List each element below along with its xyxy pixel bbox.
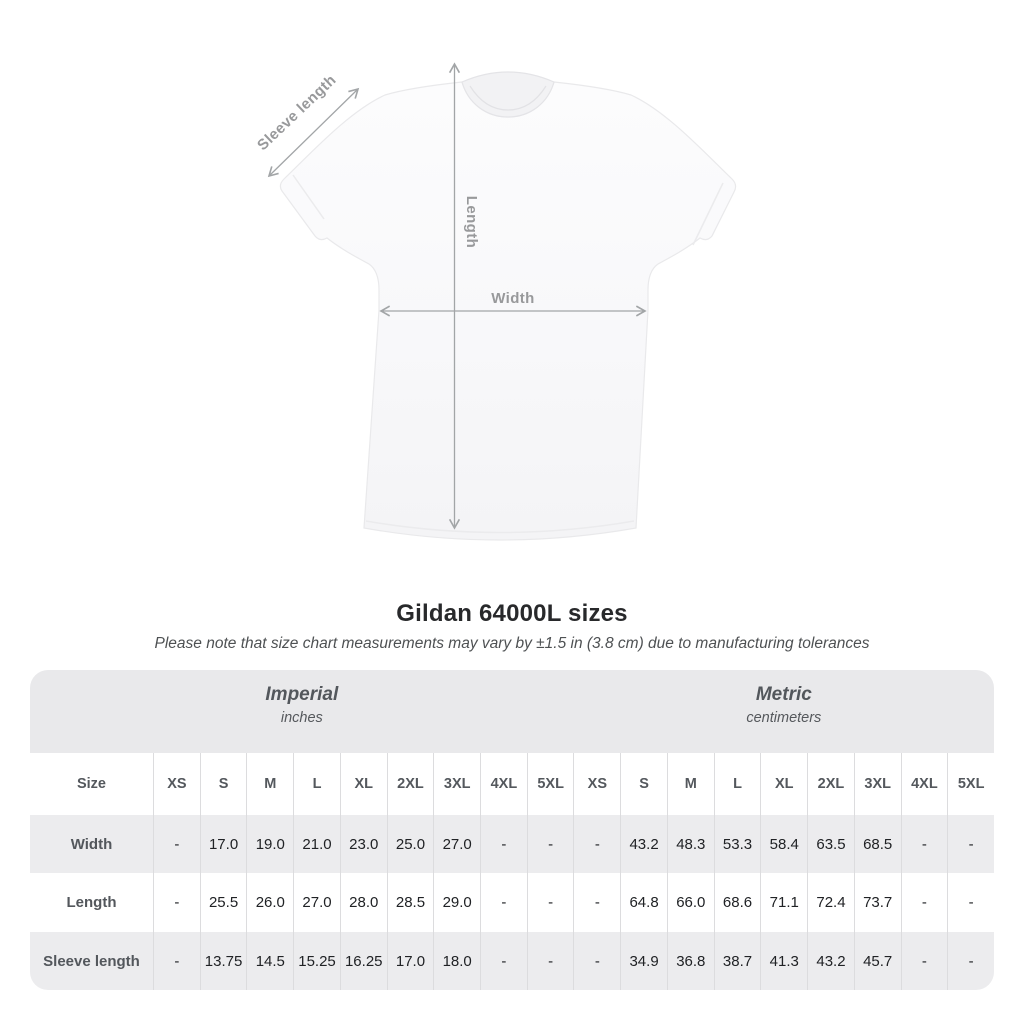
value-cell: -	[480, 873, 527, 932]
value-cell: -	[153, 873, 200, 932]
value-cell: 13.75	[199, 932, 247, 990]
value-cell: 34.9	[620, 932, 667, 990]
value-cell: 41.3	[760, 932, 807, 990]
value-cell: 23.0	[339, 815, 387, 873]
value-cell: 64.8	[620, 873, 667, 932]
centimeters-label: centimeters	[746, 710, 822, 726]
col-header: 5XL	[526, 753, 574, 815]
value-cell: 43.2	[807, 932, 854, 990]
value-cell: 15.25	[293, 932, 340, 990]
value-cell: 72.4	[807, 873, 854, 932]
sleeve-length-arrow	[267, 87, 360, 178]
value-cell: -	[480, 932, 527, 990]
value-cell: -	[947, 815, 994, 873]
value-cell: 68.6	[713, 873, 761, 932]
col-header: 3XL	[433, 753, 480, 815]
value-cell: 36.8	[666, 932, 714, 990]
col-header: 2XL	[807, 753, 854, 815]
value-cell: -	[526, 873, 574, 932]
metric-label: Metric	[755, 684, 812, 705]
value-cell: -	[900, 932, 948, 990]
value-cell: 71.1	[760, 873, 807, 932]
value-cell: -	[480, 815, 527, 873]
measurement-arrows	[267, 62, 647, 530]
col-header: XL	[760, 753, 807, 815]
value-cell: 66.0	[666, 873, 714, 932]
value-cell: 63.5	[807, 815, 854, 873]
col-header: M	[246, 753, 293, 815]
value-cell: 53.3	[713, 815, 761, 873]
page-title: Gildan 64000L sizes	[396, 600, 628, 627]
value-cell: -	[526, 932, 574, 990]
value-cell: 38.7	[713, 932, 761, 990]
value-cell: -	[947, 932, 994, 990]
value-cell: -	[900, 873, 948, 932]
col-header: 4XL	[480, 753, 527, 815]
value-cell: 45.7	[853, 932, 901, 990]
size-table: Imperial inches Metric centimeters Size …	[30, 670, 994, 990]
value-cell: -	[573, 815, 620, 873]
collar	[461, 71, 555, 118]
value-cell: -	[573, 873, 620, 932]
row-label: Width	[70, 835, 113, 853]
value-cell: 27.0	[293, 873, 340, 932]
value-cell: 25.5	[199, 873, 247, 932]
value-cell: -	[947, 873, 994, 932]
value-cell: 68.5	[853, 815, 901, 873]
imperial-label: Imperial	[265, 684, 339, 705]
value-cell: 48.3	[666, 815, 714, 873]
value-cell: -	[573, 932, 620, 990]
tshirt-measurement-diagram: Width Length Sleeve length	[254, 62, 737, 541]
col-header: 3XL	[853, 753, 901, 815]
value-cell: 28.0	[339, 873, 387, 932]
value-cell: 29.0	[433, 873, 480, 932]
table-row-sleeve-length: Sleeve length - 13.75 14.5 15.25 16.25 1…	[30, 932, 994, 990]
size-header-row: Size XS S M L XL 2XL 3XL 4XL 5XL XS S M …	[30, 753, 994, 815]
value-cell: -	[153, 815, 200, 873]
value-cell: 28.5	[386, 873, 434, 932]
value-cell: 43.2	[620, 815, 667, 873]
value-cell: 26.0	[246, 873, 293, 932]
width-label: Width	[491, 290, 535, 307]
col-header: S	[199, 753, 247, 815]
row-label: Sleeve length	[43, 952, 140, 970]
value-cell: 16.25	[339, 932, 387, 990]
length-label: Length	[463, 196, 480, 248]
col-header: 5XL	[947, 753, 994, 815]
table-row-width: Width - 17.0 19.0 21.0 23.0 25.0 27.0 - …	[30, 815, 994, 873]
metric-section-header: Metric centimeters	[574, 670, 994, 753]
unit-section-band: Imperial inches Metric centimeters	[30, 670, 994, 753]
col-header: XS	[153, 753, 200, 815]
value-cell: 25.0	[386, 815, 434, 873]
inches-label: inches	[280, 710, 323, 726]
tolerance-note: Please note that size chart measurements…	[154, 635, 870, 652]
value-cell: 58.4	[760, 815, 807, 873]
value-cell: -	[526, 815, 574, 873]
value-cell: 17.0	[386, 932, 434, 990]
size-column-header: Size	[76, 776, 106, 792]
table-row-length: Length - 25.5 26.0 27.0 28.0 28.5 29.0 -…	[30, 873, 994, 932]
col-header: L	[293, 753, 340, 815]
value-cell: 73.7	[853, 873, 901, 932]
col-header: XL	[339, 753, 387, 815]
value-cell: 18.0	[433, 932, 480, 990]
value-cell: 14.5	[246, 932, 293, 990]
row-label: Length	[66, 894, 117, 911]
value-cell: 27.0	[433, 815, 480, 873]
col-header: L	[713, 753, 761, 815]
col-header: M	[666, 753, 714, 815]
value-cell: -	[900, 815, 948, 873]
col-header: S	[620, 753, 667, 815]
col-header: 2XL	[386, 753, 434, 815]
value-cell: -	[153, 932, 200, 990]
value-cell: 19.0	[246, 815, 293, 873]
value-cell: 21.0	[293, 815, 340, 873]
col-header: 4XL	[900, 753, 948, 815]
col-header: XS	[573, 753, 620, 815]
imperial-section-header: Imperial inches	[30, 670, 574, 753]
value-cell: 17.0	[199, 815, 247, 873]
